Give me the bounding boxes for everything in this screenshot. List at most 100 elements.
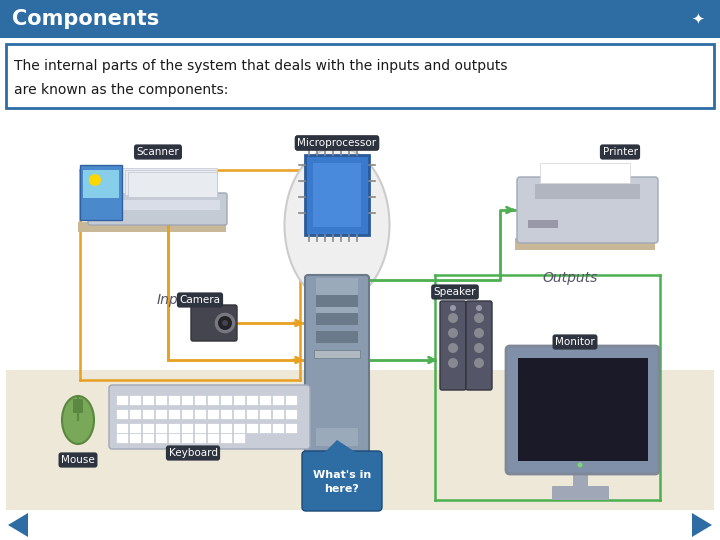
FancyBboxPatch shape (130, 434, 142, 443)
FancyBboxPatch shape (156, 434, 168, 443)
FancyBboxPatch shape (233, 434, 246, 443)
FancyBboxPatch shape (233, 409, 246, 420)
FancyBboxPatch shape (259, 395, 271, 406)
FancyBboxPatch shape (6, 114, 714, 510)
FancyBboxPatch shape (316, 313, 358, 325)
FancyBboxPatch shape (233, 395, 246, 406)
FancyBboxPatch shape (143, 409, 155, 420)
FancyBboxPatch shape (181, 434, 194, 443)
Text: Speaker: Speaker (433, 287, 476, 297)
FancyBboxPatch shape (272, 423, 284, 434)
FancyBboxPatch shape (143, 395, 155, 406)
FancyBboxPatch shape (233, 423, 246, 434)
Circle shape (331, 442, 343, 454)
FancyBboxPatch shape (302, 451, 382, 511)
FancyBboxPatch shape (88, 193, 227, 225)
FancyBboxPatch shape (194, 409, 207, 420)
FancyBboxPatch shape (506, 346, 659, 474)
FancyBboxPatch shape (168, 409, 181, 420)
FancyBboxPatch shape (191, 305, 237, 341)
Ellipse shape (62, 396, 94, 444)
FancyBboxPatch shape (316, 428, 358, 446)
FancyBboxPatch shape (117, 434, 128, 443)
FancyBboxPatch shape (305, 275, 369, 471)
FancyBboxPatch shape (6, 44, 714, 108)
FancyBboxPatch shape (194, 434, 207, 443)
Text: Keyboard: Keyboard (168, 448, 217, 458)
FancyBboxPatch shape (207, 395, 220, 406)
FancyBboxPatch shape (246, 423, 258, 434)
FancyBboxPatch shape (122, 168, 217, 193)
FancyBboxPatch shape (220, 409, 233, 420)
FancyBboxPatch shape (0, 0, 720, 38)
Circle shape (448, 358, 458, 368)
Polygon shape (322, 440, 360, 455)
FancyBboxPatch shape (259, 423, 271, 434)
FancyBboxPatch shape (552, 486, 609, 500)
FancyBboxPatch shape (130, 395, 142, 406)
FancyBboxPatch shape (109, 385, 310, 449)
FancyBboxPatch shape (518, 358, 648, 461)
FancyBboxPatch shape (181, 423, 194, 434)
Circle shape (474, 313, 484, 323)
FancyBboxPatch shape (286, 423, 297, 434)
Text: Printer: Printer (603, 147, 637, 157)
FancyBboxPatch shape (314, 350, 360, 358)
FancyBboxPatch shape (156, 423, 168, 434)
Polygon shape (8, 513, 28, 537)
FancyBboxPatch shape (181, 395, 194, 406)
FancyBboxPatch shape (181, 409, 194, 420)
FancyBboxPatch shape (535, 184, 640, 199)
Text: ✦: ✦ (692, 11, 704, 26)
FancyBboxPatch shape (156, 395, 168, 406)
Text: are known as the components:: are known as the components: (14, 83, 228, 97)
Text: Outputs: Outputs (542, 271, 598, 285)
Text: Camera: Camera (179, 295, 220, 305)
FancyBboxPatch shape (78, 222, 226, 232)
FancyBboxPatch shape (168, 395, 181, 406)
FancyBboxPatch shape (194, 423, 207, 434)
Text: Components: Components (12, 9, 159, 29)
FancyBboxPatch shape (272, 409, 284, 420)
FancyBboxPatch shape (130, 409, 142, 420)
FancyBboxPatch shape (316, 295, 358, 307)
Circle shape (476, 305, 482, 311)
Text: What's in
here?: What's in here? (313, 470, 371, 494)
FancyBboxPatch shape (316, 278, 358, 318)
FancyBboxPatch shape (125, 170, 217, 195)
Text: Monitor: Monitor (555, 337, 595, 347)
Polygon shape (692, 513, 712, 537)
FancyBboxPatch shape (156, 409, 168, 420)
Circle shape (214, 312, 236, 334)
FancyBboxPatch shape (259, 409, 271, 420)
FancyBboxPatch shape (313, 163, 361, 227)
Text: Microprocessor: Microprocessor (297, 138, 377, 148)
Circle shape (474, 328, 484, 338)
FancyBboxPatch shape (272, 395, 284, 406)
FancyBboxPatch shape (83, 170, 119, 198)
Circle shape (448, 313, 458, 323)
FancyBboxPatch shape (220, 434, 233, 443)
Circle shape (222, 320, 228, 326)
FancyBboxPatch shape (95, 200, 220, 210)
FancyBboxPatch shape (440, 301, 466, 390)
Text: Scanner: Scanner (137, 147, 179, 157)
FancyBboxPatch shape (305, 155, 369, 235)
Circle shape (474, 358, 484, 368)
Text: The internal parts of the system that deals with the inputs and outputs: The internal parts of the system that de… (14, 59, 508, 73)
FancyBboxPatch shape (130, 423, 142, 434)
FancyBboxPatch shape (207, 423, 220, 434)
FancyBboxPatch shape (207, 434, 220, 443)
Circle shape (448, 328, 458, 338)
Text: Mouse: Mouse (61, 455, 95, 465)
FancyBboxPatch shape (528, 220, 558, 228)
FancyBboxPatch shape (286, 395, 297, 406)
FancyBboxPatch shape (540, 163, 630, 183)
FancyBboxPatch shape (316, 331, 358, 343)
FancyBboxPatch shape (73, 399, 83, 413)
FancyBboxPatch shape (168, 434, 181, 443)
FancyBboxPatch shape (246, 409, 258, 420)
FancyBboxPatch shape (117, 409, 128, 420)
FancyBboxPatch shape (117, 395, 128, 406)
FancyBboxPatch shape (207, 409, 220, 420)
